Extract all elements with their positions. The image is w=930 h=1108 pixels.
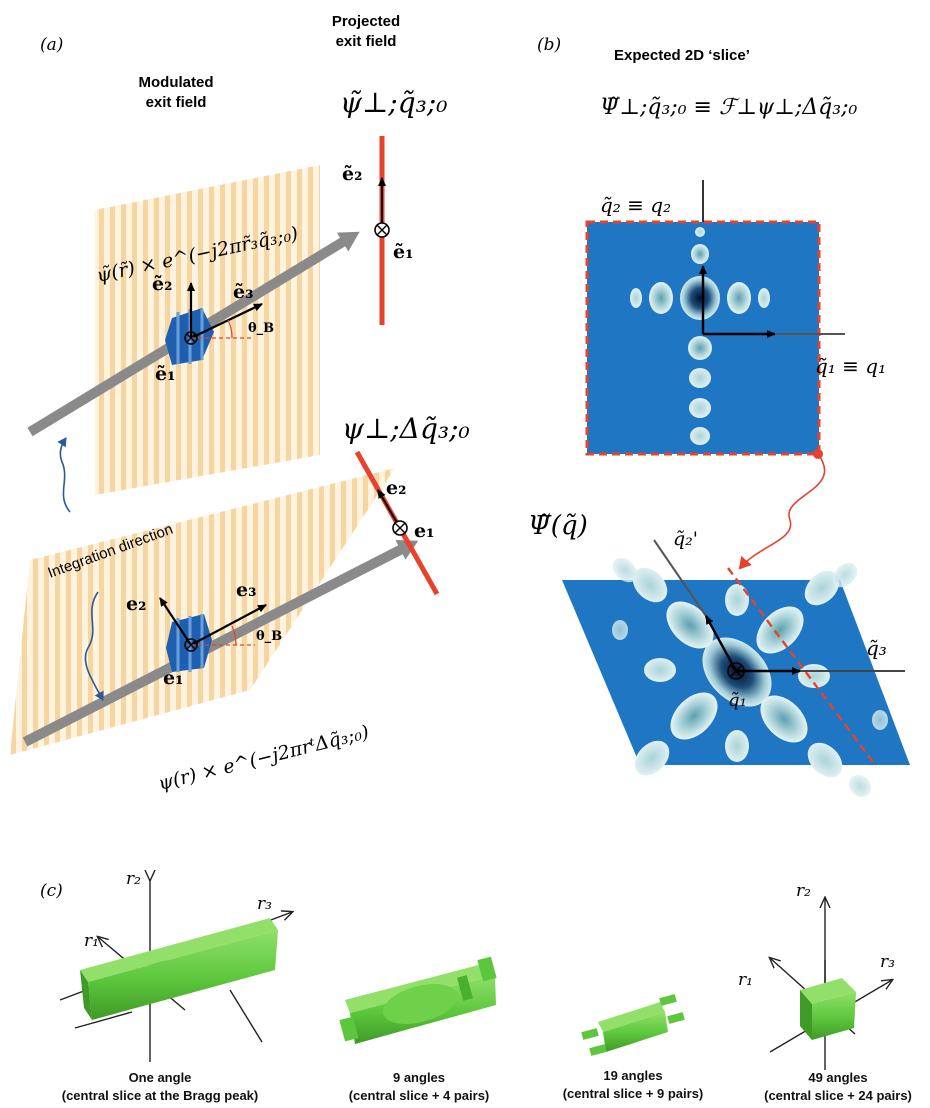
lower-e1-otimes	[184, 638, 198, 652]
upper-projected-e1: ẽ₁	[393, 241, 413, 263]
lower-modulated-plane	[10, 468, 395, 755]
caption-1-line2: (central slice at the Bragg peak)	[62, 1088, 259, 1103]
lower-projected-e1: e₁	[414, 520, 434, 542]
upper-e1-label: ẽ₁	[155, 363, 175, 385]
psi-tilde-perp-label: ψ̃⊥;q̃₃;₀	[340, 86, 448, 119]
c4-r3-label: r₃	[880, 952, 895, 972]
crystal-one-angle: r₁ r₂ r₃	[59, 869, 292, 1062]
crystal-49-angles: r₁ r₂ r₃	[738, 881, 895, 1070]
field-lobes	[612, 557, 888, 798]
upper-e3-label: ẽ₃	[233, 281, 253, 303]
q1-otimes	[727, 662, 745, 680]
integration-arrow-down	[84, 591, 104, 701]
c-r3-label: r₃	[257, 894, 272, 914]
q2p-axis	[704, 615, 738, 672]
q2p-axis-outer	[653, 539, 707, 617]
modulated-title-line2: exit field	[146, 94, 207, 111]
projected-title-line1: Projected	[332, 13, 400, 30]
caption-3-line1: 19 angles	[603, 1068, 662, 1083]
lower-theta-label: θ_B	[256, 629, 282, 644]
upper-projected-e2: ẽ₂	[342, 163, 362, 185]
c-r2-label: r₂	[126, 869, 141, 889]
lower-e2-label: e₂	[126, 593, 146, 615]
caption-4-line2: (central slice + 24 pairs)	[764, 1088, 912, 1103]
connector-arrow	[738, 453, 826, 570]
upper-e3-arrow	[190, 303, 263, 339]
c4-r2-label: r₂	[796, 881, 811, 901]
panel-b-title: Expected 2D ‘slice’	[614, 47, 750, 64]
modulated-title-line1: Modulated	[139, 74, 214, 91]
lower-projected-e2: e₂	[386, 477, 406, 499]
upper-theta-label: θ_B	[248, 321, 274, 336]
c-r1-label: r₁	[84, 931, 99, 951]
panel-a: (a) Projected exit field Modulated exit …	[10, 13, 470, 795]
slice-intersection-line	[727, 567, 877, 767]
caption-1-line1: One angle	[129, 1070, 192, 1085]
upper-theta-arc	[227, 319, 233, 339]
lower-e3-arrow	[190, 604, 267, 646]
q1-label: q̃₁ ≡ q₁	[815, 354, 886, 378]
lower-theta-arc	[231, 625, 237, 646]
q2p-label: q̃₂'	[673, 528, 698, 550]
caption-2-line2: (central slice + 4 pairs)	[349, 1088, 490, 1103]
slice-lobes	[630, 227, 770, 445]
caption-2-line1: 9 angles	[393, 1070, 445, 1085]
q1-label-3d: q̃₁	[728, 690, 747, 711]
panel-a-label: (a)	[40, 35, 63, 55]
crystal-9-angles	[339, 956, 497, 1044]
panel-c: (c) r₁ r₂ r₃	[40, 869, 912, 1103]
panel-b: (b) Expected 2D ‘slice’ Ψ̃⊥;q̃₃;₀ ≡ ℱ⊥ψ⊥…	[528, 35, 910, 798]
psi-perp-delta-label: ψ⊥;Δq̃₃;₀	[342, 412, 470, 445]
panel-b-label: (b)	[537, 35, 561, 55]
c4-r1-label: r₁	[738, 970, 753, 990]
upper-e1-otimes	[184, 331, 198, 345]
q2-label: q̃₂ ≡ q₂	[600, 193, 671, 217]
lower-formula: ψ(r) × e^(−j2πrᵗΔq̃₃;₀)	[156, 721, 371, 795]
slice-equation: Ψ̃⊥;q̃₃;₀ ≡ ℱ⊥ψ⊥;Δq̃₃;₀	[600, 95, 857, 120]
crystal-19-angles	[581, 994, 685, 1056]
caption-4-line1: 49 angles	[808, 1070, 867, 1085]
q3-label: q̃₃	[866, 636, 887, 660]
projected-title-line2: exit field	[336, 33, 397, 50]
lower-e3-label: e₃	[236, 579, 256, 601]
lower-e2-arrow	[159, 597, 192, 646]
panel-c-label: (c)	[40, 881, 63, 901]
integration-arrow-up	[57, 437, 71, 513]
psi-q-label: Ψ̃(q̃)	[528, 511, 588, 541]
caption-3-line2: (central slice + 9 pairs)	[563, 1086, 704, 1101]
lower-e1-label: e₁	[163, 667, 183, 689]
upper-e2-label: ẽ₂	[152, 273, 172, 295]
